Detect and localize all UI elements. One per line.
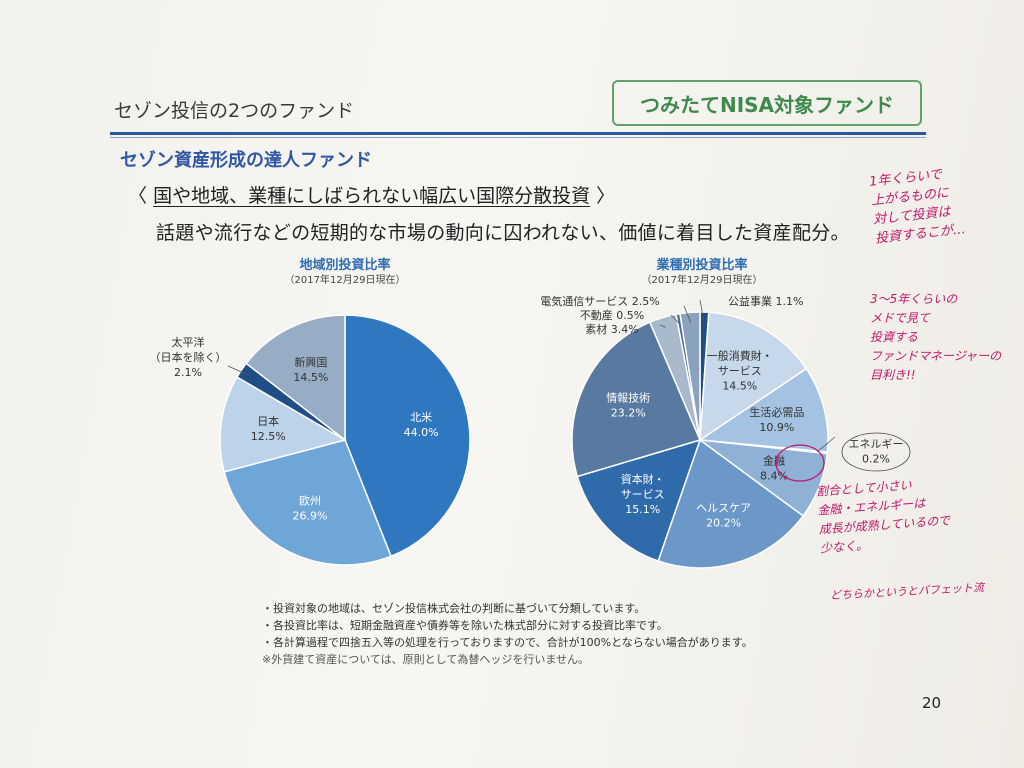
slice-name-label: 情報技術 (606, 392, 650, 405)
callout-circle (841, 432, 911, 472)
region-chart-title: 地域別投資比率 (299, 258, 391, 273)
tagline-text: 国や地域、業種にしばられない幅広い国際分散投資 (153, 185, 591, 207)
region-chart-date: （2017年12月29日現在） (284, 275, 406, 286)
slice-name-label: 一般消費財・ (707, 348, 773, 362)
sector-chart-title: 業種別投資比率 (656, 258, 748, 273)
sector-chart-date: （2017年12月29日現在） (641, 275, 763, 286)
pie-slice (219, 376, 347, 473)
footnote: ・投資対象の地域は、セゾン投信株式会社の判断に基づいて分類しています。 (262, 602, 646, 615)
slice-label: 公益事業 1.1% (728, 294, 803, 308)
tagline-open-bracket: 〈 (128, 185, 148, 207)
slice-value-label: 20.2% (706, 516, 741, 529)
slice-name-label: 金融 (763, 453, 785, 467)
slice-name-label: 北米 (410, 411, 432, 424)
pie-slice (679, 311, 701, 441)
slice-name-label: 新興国 (294, 355, 327, 369)
leader-line (227, 365, 250, 377)
slice-value-label: 14.5% (293, 371, 328, 384)
footnote: ※外貨建て資産については、原則として為替ヘッジを行いません。 (262, 653, 590, 666)
pie-slice (657, 438, 805, 569)
slice-value-label: 15.1% (625, 503, 660, 516)
slice-name-label: 生活必需品 (749, 405, 804, 419)
slice-name-label: 欧州 (299, 495, 321, 508)
pie-slice (223, 439, 392, 566)
slice-value-label: 10.9% (759, 421, 794, 434)
pie-slice (699, 311, 808, 442)
leader-line (659, 324, 666, 328)
slice-name-label: 日本 (257, 414, 279, 428)
page-number: 20 (922, 694, 942, 712)
slice-name-label: 資本財・ (621, 472, 665, 486)
slice-label: 不動産 0.5% (580, 308, 644, 322)
pie-slice (571, 321, 702, 478)
slice-value-label: 0.2% (862, 453, 890, 466)
slice-name-label: （日本を除く） (150, 350, 227, 364)
leader-line (683, 305, 692, 323)
footnotes: ・投資対象の地域は、セゾン投信株式会社の判断に基づいて分類しています。 ・各投資… (262, 600, 753, 668)
header-divider (110, 132, 926, 135)
slice-value-label: 2.1% (174, 366, 202, 379)
slice-value-label: 44.0% (404, 426, 439, 439)
slice-name-label: サービス (621, 488, 665, 501)
slice-name-label: サービス (718, 364, 762, 377)
slice-value-label: 12.5% (251, 430, 286, 443)
leader-line (699, 299, 705, 323)
handwritten-circle (775, 444, 825, 482)
footnote: ・各投資比率は、短期金融資産や債券等を除いた株式部分に対する投資比率です。 (262, 619, 668, 632)
leader-line (670, 314, 681, 325)
fund-tagline: 〈 国や地域、業種にしばられない幅広い国際分散投資 〉 (128, 181, 615, 208)
footnote: ・各計算過程で四捨五入等の処理を行っておりますので、合計が100%とならない場合… (262, 636, 753, 649)
nisa-badge: つみたてNISA対象ファンド (612, 80, 922, 126)
slice-name-label: エネルギー (849, 438, 904, 451)
handwritten-note: 1年くらいで 上がるものに 対して投資は 投資するこが… (868, 167, 967, 247)
leader-line (816, 436, 836, 453)
fund-description: 話題や流行などの短期的な市場の動向に囚われない、価値に着目した資産配分。 (156, 222, 850, 244)
slice-value-label: 26.9% (293, 510, 328, 523)
slice-label: 電気通信サービス 2.5% (540, 294, 659, 308)
pie-slice (697, 367, 829, 453)
handwritten-note: 3〜5年くらいの メドで見て 投資する ファンドマネージャーの 目利き!! (870, 292, 1002, 382)
pie-slice (576, 438, 702, 562)
slice-value-label: 23.2% (611, 407, 646, 420)
slice-value-label: 14.5% (722, 379, 757, 392)
section-title: セゾン投信の2つのファンド (114, 100, 355, 122)
tagline-close-bracket: 〉 (596, 185, 616, 207)
slice-name-label: ヘルスケア (696, 501, 751, 514)
pie-slice (245, 314, 346, 442)
slice-value-label: 8.4% (760, 469, 788, 482)
header-divider-thin (110, 137, 926, 138)
slice-name-label: 太平洋 (172, 335, 205, 349)
pie-slice (344, 314, 471, 558)
handwritten-note: 割合として小さい 金融・エネルギーは 成長が成熟しているので 少なく。 (815, 478, 951, 556)
fund-name: セゾン資産形成の達人ファンド (120, 150, 372, 171)
slice-label: 素材 3.4% (585, 322, 638, 336)
